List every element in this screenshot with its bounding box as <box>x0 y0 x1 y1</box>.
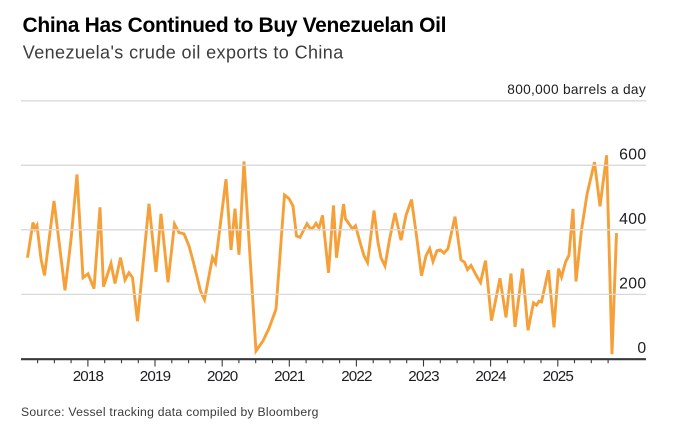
svg-text:2022: 2022 <box>341 368 372 385</box>
svg-text:Venezuela's crude oil exports: Venezuela's crude oil exports to China <box>23 43 344 63</box>
svg-text:600: 600 <box>619 147 646 164</box>
svg-text:800,000 barrels a day: 800,000 barrels a day <box>507 82 646 97</box>
svg-text:2020: 2020 <box>207 368 238 385</box>
svg-text:2019: 2019 <box>140 368 171 385</box>
svg-text:2018: 2018 <box>73 368 104 385</box>
svg-text:Source: Vessel tracking data c: Source: Vessel tracking data compiled by… <box>21 405 319 419</box>
svg-text:2021: 2021 <box>274 368 305 385</box>
svg-text:2023: 2023 <box>408 368 439 385</box>
svg-text:400: 400 <box>619 211 646 228</box>
svg-text:0: 0 <box>637 340 646 357</box>
svg-text:2025: 2025 <box>543 368 574 385</box>
svg-text:2024: 2024 <box>475 368 506 385</box>
svg-text:China Has Continued to Buy Ven: China Has Continued to Buy Venezuelan Oi… <box>23 14 447 37</box>
svg-text:200: 200 <box>619 276 646 293</box>
